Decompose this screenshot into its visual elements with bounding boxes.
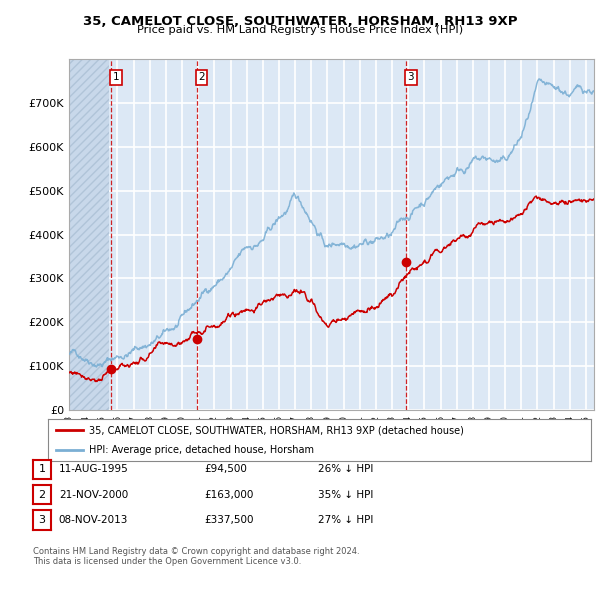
Text: HPI: Average price, detached house, Horsham: HPI: Average price, detached house, Hors…	[89, 445, 314, 455]
Text: 2: 2	[198, 72, 205, 82]
Text: 1: 1	[113, 72, 119, 82]
Text: 35% ↓ HPI: 35% ↓ HPI	[318, 490, 373, 500]
Text: 2: 2	[38, 490, 46, 500]
Text: 3: 3	[38, 515, 46, 525]
Text: £163,000: £163,000	[204, 490, 253, 500]
Text: £94,500: £94,500	[204, 464, 247, 474]
Text: Price paid vs. HM Land Registry's House Price Index (HPI): Price paid vs. HM Land Registry's House …	[137, 25, 463, 35]
Text: 35, CAMELOT CLOSE, SOUTHWATER, HORSHAM, RH13 9XP (detached house): 35, CAMELOT CLOSE, SOUTHWATER, HORSHAM, …	[89, 425, 464, 435]
Text: 1: 1	[38, 464, 46, 474]
Text: 26% ↓ HPI: 26% ↓ HPI	[318, 464, 373, 474]
Text: Contains HM Land Registry data © Crown copyright and database right 2024.: Contains HM Land Registry data © Crown c…	[33, 547, 359, 556]
Text: 35, CAMELOT CLOSE, SOUTHWATER, HORSHAM, RH13 9XP: 35, CAMELOT CLOSE, SOUTHWATER, HORSHAM, …	[83, 15, 517, 28]
Text: 08-NOV-2013: 08-NOV-2013	[59, 515, 128, 525]
Text: 27% ↓ HPI: 27% ↓ HPI	[318, 515, 373, 525]
Text: 3: 3	[407, 72, 414, 82]
Text: 11-AUG-1995: 11-AUG-1995	[59, 464, 128, 474]
Text: £337,500: £337,500	[204, 515, 254, 525]
Bar	[69, 59, 109, 410]
Text: This data is licensed under the Open Government Licence v3.0.: This data is licensed under the Open Gov…	[33, 558, 301, 566]
Text: 21-NOV-2000: 21-NOV-2000	[59, 490, 128, 500]
